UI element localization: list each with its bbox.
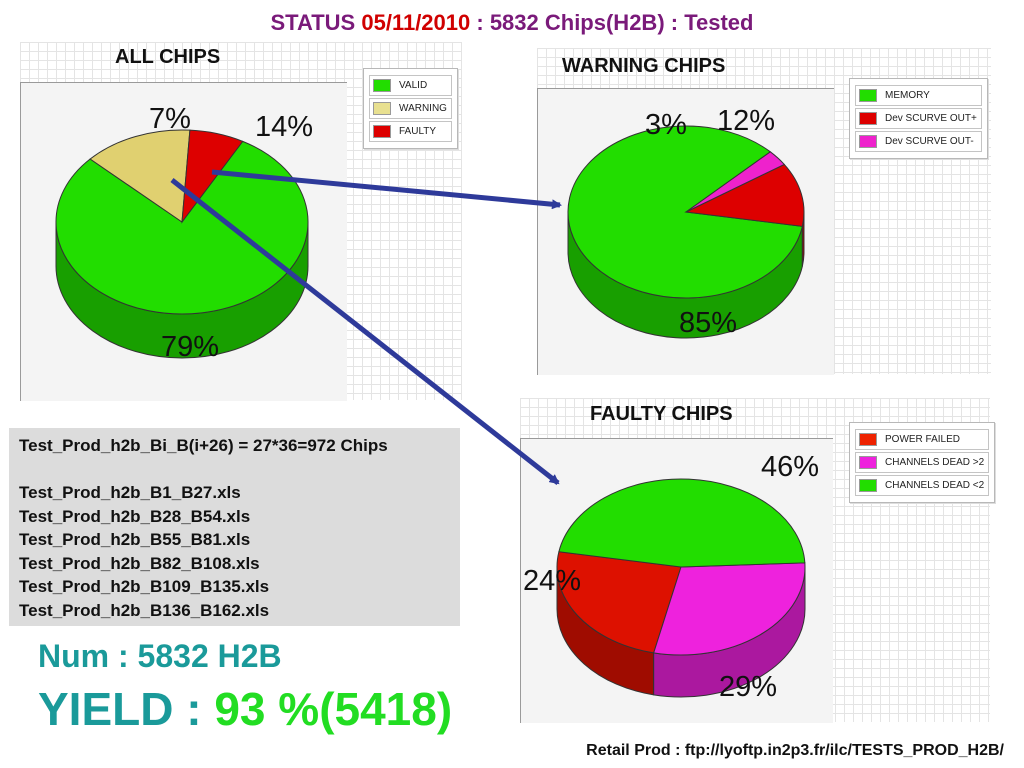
summary-line: Test_Prod_h2b_Bi_B(i+26) = 27*36=972 Chi… [19, 436, 388, 455]
file-item: Test_Prod_h2b_B28_B54.xls [19, 506, 251, 526]
chip-count: Num : 5832 H2B [38, 638, 282, 674]
pie-slice-channels-dead-2 [558, 478, 806, 568]
pie-slice-dev-scurve-out- [685, 151, 786, 213]
legend-item-scurve-minus: Dev SCURVE OUT- [855, 131, 982, 152]
legend-swatch-valid [373, 79, 391, 92]
legend-item-scurve-plus: Dev SCURVE OUT+ [855, 108, 982, 129]
file-item: Test_Prod_h2b_B136_B162.xls [19, 600, 270, 620]
legend-item-valid: VALID [369, 75, 452, 96]
legend-item-channels-dead-gt2: CHANNELS DEAD >2 [855, 452, 990, 473]
pie-label: 12% [717, 105, 775, 137]
pie-label: 85% [679, 307, 737, 339]
file-item: Test_Prod_h2b_B1_B27.xls [19, 483, 241, 502]
pie-slice-dev-scurve-out- [684, 163, 805, 227]
legend-item-power-failed: POWER FAILED [855, 429, 990, 450]
yield-value: 93 %(5418) [214, 683, 453, 735]
pie-slice-valid [55, 140, 309, 315]
faulty-chips-title: FAULTY CHIPS [590, 403, 733, 425]
pie-label: 3% [645, 109, 687, 141]
file-item: Test_Prod_h2b_B109_B135.xls [19, 577, 270, 596]
legend-item-memory: MEMORY [855, 85, 982, 106]
all-chips-legend: VALID WARNING FAULTY [363, 68, 458, 149]
pie-slice-channels-dead-2 [653, 562, 806, 656]
pie-label: 7% [149, 103, 191, 135]
pie-label: 24% [523, 565, 581, 597]
arrow-to-faulty [170, 178, 560, 485]
pie-label: 29% [719, 671, 777, 703]
warning-chips-title: WARNING CHIPS [562, 55, 726, 77]
status-date: 05/11/2010 [361, 10, 471, 35]
pie-label: 46% [761, 451, 819, 483]
file-item: Test_Prod_h2b_B55_B81.xls [19, 530, 251, 549]
legend-item-warning: WARNING [369, 98, 452, 119]
pie-slice-warning [89, 129, 191, 223]
page-title: STATUS 05/11/2010 : 5832 Chips(H2B) : Te… [270, 10, 754, 35]
test-files-box: Test_Prod_h2b_Bi_B(i+26) = 27*36=972 Chi… [9, 428, 460, 626]
ftp-link[interactable]: Retail Prod : ftp://lyoftp.in2p3.fr/ilc/… [586, 742, 1004, 759]
warning-chips-legend: MEMORY Dev SCURVE OUT+ Dev SCURVE OUT- [849, 78, 988, 159]
file-item: Test_Prod_h2b_B82_B108.xls [19, 553, 260, 573]
arrow-to-warning [211, 169, 562, 210]
pie-label: 14% [255, 111, 313, 143]
legend-item-faulty: FAULTY [369, 121, 452, 142]
all-chips-title: ALL CHIPS [115, 46, 221, 68]
pie-slice-power-failed [556, 551, 682, 654]
legend-swatch-faulty [373, 125, 391, 138]
legend-item-channels-dead-lt2: CHANNELS DEAD <2 [855, 475, 990, 496]
faulty-chips-legend: POWER FAILED CHANNELS DEAD >2 CHANNELS D… [849, 422, 996, 503]
legend-swatch-warning [373, 102, 391, 115]
pie-label: 79% [161, 331, 219, 363]
yield: YIELD : 93 %(5418) [38, 683, 453, 735]
